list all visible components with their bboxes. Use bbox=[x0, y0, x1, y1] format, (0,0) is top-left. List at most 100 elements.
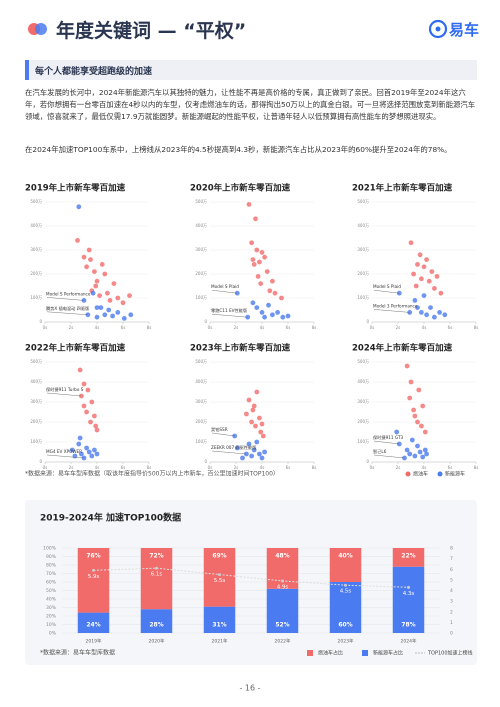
point bbox=[250, 257, 256, 262]
y-tick-label: 300万 bbox=[195, 247, 207, 252]
x-tick-label: 0s bbox=[43, 465, 48, 470]
y-tick-label: 400万 bbox=[357, 223, 369, 228]
point bbox=[127, 293, 132, 298]
bar-segment bbox=[140, 609, 173, 633]
point bbox=[442, 312, 448, 318]
y-tick-label: 0% bbox=[49, 631, 57, 637]
line-label: 6.1s bbox=[151, 572, 163, 578]
value-label: 40% bbox=[338, 553, 352, 560]
annotation-line bbox=[46, 311, 88, 315]
point bbox=[84, 409, 89, 415]
point bbox=[254, 305, 260, 310]
point bbox=[419, 423, 424, 429]
bar-segment bbox=[329, 582, 362, 633]
point bbox=[257, 451, 262, 457]
y-tick-label: 100万 bbox=[30, 439, 42, 444]
line-label: 5.9s bbox=[88, 574, 100, 580]
x-tick-label: 4s bbox=[260, 465, 265, 470]
x-tick-label: 2020年 bbox=[149, 638, 165, 645]
point bbox=[254, 439, 260, 445]
x-tick-label: 4s bbox=[95, 325, 100, 330]
page-title: 年度关键词 — “平权” bbox=[56, 20, 247, 42]
point bbox=[92, 413, 97, 419]
chart-title: 2024年上市新车零百加速 bbox=[352, 343, 453, 354]
point bbox=[85, 387, 91, 393]
annotation: Model S Plaid bbox=[211, 284, 239, 289]
x-tick-label: 2s bbox=[396, 465, 401, 470]
y-tick-label: 100万 bbox=[357, 295, 369, 300]
point bbox=[254, 389, 260, 395]
point bbox=[120, 300, 126, 306]
y-tick-label: 20% bbox=[46, 614, 57, 620]
chart-title: 2022年上市新车零百加速 bbox=[25, 343, 126, 354]
chart-card bbox=[25, 500, 477, 665]
line-label: 4.9s bbox=[277, 584, 289, 590]
annotation: Model S Plaid bbox=[373, 284, 401, 289]
annotation: 保时捷911 GT3 bbox=[373, 434, 404, 441]
bar-segment bbox=[392, 566, 425, 633]
point bbox=[99, 262, 105, 267]
y-tick-label: 10% bbox=[46, 622, 57, 628]
line-point bbox=[281, 579, 284, 583]
point bbox=[260, 433, 266, 439]
point bbox=[426, 278, 432, 284]
y-tick-label: 100万 bbox=[195, 295, 207, 300]
x-tick-label: 2s bbox=[69, 325, 74, 330]
point bbox=[267, 288, 273, 294]
point bbox=[279, 295, 284, 301]
source: *数据来源：易车车型库数据 bbox=[40, 649, 115, 657]
bar-segment bbox=[203, 548, 236, 607]
line-point bbox=[344, 583, 347, 587]
annotation-line bbox=[211, 450, 247, 455]
point bbox=[75, 238, 80, 243]
point bbox=[258, 429, 264, 435]
point bbox=[404, 363, 410, 369]
bar-segment bbox=[329, 548, 362, 582]
y-tick-label: 200万 bbox=[195, 419, 207, 424]
x-tick-label: 8s bbox=[147, 465, 152, 470]
y-tick-label: 200万 bbox=[357, 271, 369, 276]
point bbox=[420, 403, 426, 409]
point bbox=[272, 290, 278, 296]
point bbox=[415, 262, 420, 267]
point bbox=[285, 313, 291, 319]
point bbox=[90, 290, 96, 296]
bar-segment bbox=[77, 612, 110, 633]
point bbox=[258, 281, 264, 286]
point bbox=[407, 451, 413, 457]
y-tick-label: 70% bbox=[46, 571, 57, 577]
y-tick-label: 40% bbox=[46, 597, 57, 603]
point bbox=[107, 298, 113, 303]
point bbox=[79, 451, 84, 457]
y2-tick-label: 3 bbox=[450, 599, 453, 605]
point bbox=[259, 310, 265, 315]
line-point bbox=[155, 566, 158, 570]
point bbox=[240, 455, 245, 461]
y-tick-label: 100% bbox=[43, 546, 57, 552]
point bbox=[251, 403, 257, 409]
point bbox=[92, 447, 97, 453]
y-tick-label: 200万 bbox=[30, 271, 42, 276]
point bbox=[262, 449, 267, 455]
legend-swatch bbox=[362, 650, 368, 656]
x-tick-label: 2021年 bbox=[212, 638, 228, 645]
x-tick-label: 2023年 bbox=[338, 638, 354, 645]
point bbox=[424, 257, 429, 262]
point bbox=[255, 274, 261, 279]
point bbox=[262, 314, 267, 320]
value-label: 31% bbox=[212, 622, 226, 629]
annotation-line bbox=[46, 297, 85, 301]
line-label: 5.5s bbox=[214, 578, 226, 584]
point bbox=[280, 314, 286, 320]
point bbox=[432, 286, 437, 291]
y2-tick-label: 6 bbox=[450, 567, 453, 573]
y-tick-label: 30% bbox=[46, 605, 57, 611]
chart-title: 2023年上市新车零百加速 bbox=[190, 343, 291, 354]
y-tick-label: 500万 bbox=[30, 199, 42, 204]
x-tick-label: 4s bbox=[422, 325, 427, 330]
point bbox=[259, 455, 265, 461]
paragraph: 在汽车发展的长河中，2024年新能源汽车以其独特的魅力，让性能不再是高价格的专属… bbox=[25, 88, 476, 121]
point bbox=[419, 310, 424, 315]
point bbox=[93, 423, 99, 429]
bar-segment bbox=[77, 548, 110, 613]
